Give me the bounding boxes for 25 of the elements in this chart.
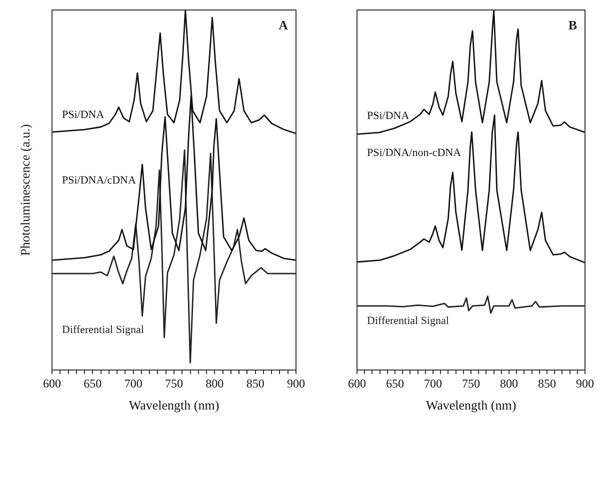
x-tick-label: 650	[386, 376, 404, 390]
x-tick-label: 600	[348, 376, 366, 390]
series-label: Differential Signal	[367, 314, 449, 327]
series-label: PSi/DNA/non-cDNA	[367, 147, 462, 160]
x-tick-label: 700	[124, 376, 142, 390]
x-tick-label: 700	[424, 376, 442, 390]
annotation: A	[278, 17, 289, 32]
x-tick-label: 750	[462, 376, 480, 390]
x-tick-label: 600	[43, 376, 61, 390]
x-tick-label: 750	[165, 376, 183, 390]
series-label: PSi/DNA	[367, 110, 410, 122]
y-axis-title: Photoluminescence (a.u.)	[17, 124, 32, 256]
x-tick-label: 800	[206, 376, 224, 390]
x-axis-title: Wavelength (nm)	[426, 398, 516, 413]
x-tick-label: 850	[538, 376, 556, 390]
series-label: Differential Signal	[62, 324, 144, 336]
series-label: PSi/DNA	[62, 108, 104, 121]
x-tick-label: 900	[287, 376, 305, 390]
x-axis-title: Wavelength (nm)	[128, 398, 220, 413]
x-tick-label: 800	[500, 376, 518, 390]
x-tick-label: 650	[84, 376, 102, 390]
annotation: B	[568, 17, 578, 32]
series-label: PSi/DNA/cDNA	[62, 174, 136, 187]
x-tick-label: 850	[246, 376, 264, 390]
x-tick-label: 900	[576, 376, 594, 390]
